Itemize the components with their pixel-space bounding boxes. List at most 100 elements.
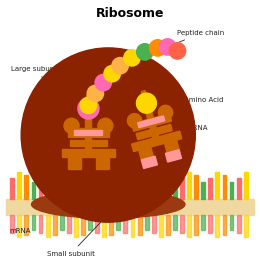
Bar [68, 129, 109, 137]
Ellipse shape [31, 190, 185, 218]
Circle shape [87, 85, 104, 102]
Circle shape [127, 114, 142, 128]
Bar [145, 215, 148, 230]
Bar [60, 215, 64, 230]
Bar [132, 131, 182, 151]
Bar [17, 172, 21, 199]
Bar [141, 156, 157, 169]
Bar [201, 215, 205, 230]
Bar [237, 215, 240, 233]
Circle shape [64, 118, 79, 133]
Bar [138, 215, 141, 235]
Circle shape [159, 38, 177, 56]
Bar [216, 215, 219, 237]
Bar [68, 157, 81, 169]
Bar [67, 178, 71, 199]
Circle shape [21, 48, 195, 222]
Bar [74, 215, 78, 237]
Text: Large subunit: Large subunit [11, 66, 59, 98]
Bar [152, 215, 156, 233]
Bar [136, 124, 172, 140]
Bar [187, 215, 191, 237]
Circle shape [94, 74, 112, 92]
Circle shape [136, 93, 157, 113]
Text: Peptide chain: Peptide chain [170, 30, 225, 46]
Bar [223, 215, 226, 235]
Bar [38, 215, 42, 233]
Text: Ribosome: Ribosome [96, 7, 164, 20]
Circle shape [158, 105, 173, 120]
Bar [132, 114, 172, 131]
Bar [230, 215, 233, 230]
Bar [173, 215, 177, 230]
Bar [86, 115, 92, 149]
Bar [109, 215, 113, 235]
Bar [24, 215, 28, 235]
Bar [159, 215, 163, 237]
Bar [88, 182, 92, 199]
Bar [244, 215, 248, 237]
Bar [96, 157, 109, 169]
Bar [145, 108, 159, 138]
Bar [124, 215, 127, 233]
Bar [131, 172, 134, 199]
Bar [81, 175, 85, 199]
Bar [60, 182, 64, 199]
Circle shape [168, 42, 186, 60]
Circle shape [123, 49, 141, 67]
Bar [10, 215, 14, 233]
Bar [46, 215, 49, 237]
Bar [74, 172, 78, 199]
Bar [165, 150, 181, 162]
Circle shape [136, 43, 154, 61]
Bar [109, 175, 113, 199]
Bar [74, 130, 102, 135]
Bar [201, 182, 205, 199]
Bar [116, 215, 120, 230]
Circle shape [149, 39, 167, 57]
Bar [31, 215, 35, 230]
Bar [173, 182, 177, 199]
Bar [102, 172, 106, 199]
Bar [53, 175, 57, 199]
Bar [62, 149, 115, 157]
Bar [87, 95, 90, 108]
Bar [38, 178, 42, 199]
Bar [194, 215, 198, 235]
Bar [216, 172, 219, 199]
Bar [95, 215, 99, 233]
Bar [165, 140, 179, 153]
Circle shape [80, 96, 97, 114]
Bar [24, 175, 28, 199]
Bar [180, 178, 184, 199]
Bar [116, 182, 120, 199]
Bar [166, 215, 170, 235]
Bar [159, 172, 163, 199]
Bar [139, 147, 153, 160]
Bar [138, 175, 141, 199]
Text: Amino Acid: Amino Acid [158, 96, 224, 103]
Bar [88, 215, 92, 230]
Bar [223, 175, 226, 199]
Bar [141, 91, 148, 104]
Circle shape [111, 57, 129, 75]
Bar [145, 182, 148, 199]
Bar [124, 178, 127, 199]
Circle shape [78, 98, 99, 119]
Bar [81, 215, 85, 235]
Bar [10, 178, 14, 199]
Bar [244, 172, 248, 199]
Bar [138, 116, 165, 128]
Bar [209, 178, 212, 199]
Bar [67, 215, 71, 233]
Bar [17, 215, 21, 237]
Bar [46, 172, 49, 199]
Bar [53, 215, 57, 235]
Text: Small subunit: Small subunit [47, 216, 106, 257]
Bar [152, 178, 156, 199]
Circle shape [98, 118, 113, 133]
Bar [95, 178, 99, 199]
Bar [31, 182, 35, 199]
Text: mRNA: mRNA [9, 228, 31, 234]
Bar [180, 215, 184, 233]
